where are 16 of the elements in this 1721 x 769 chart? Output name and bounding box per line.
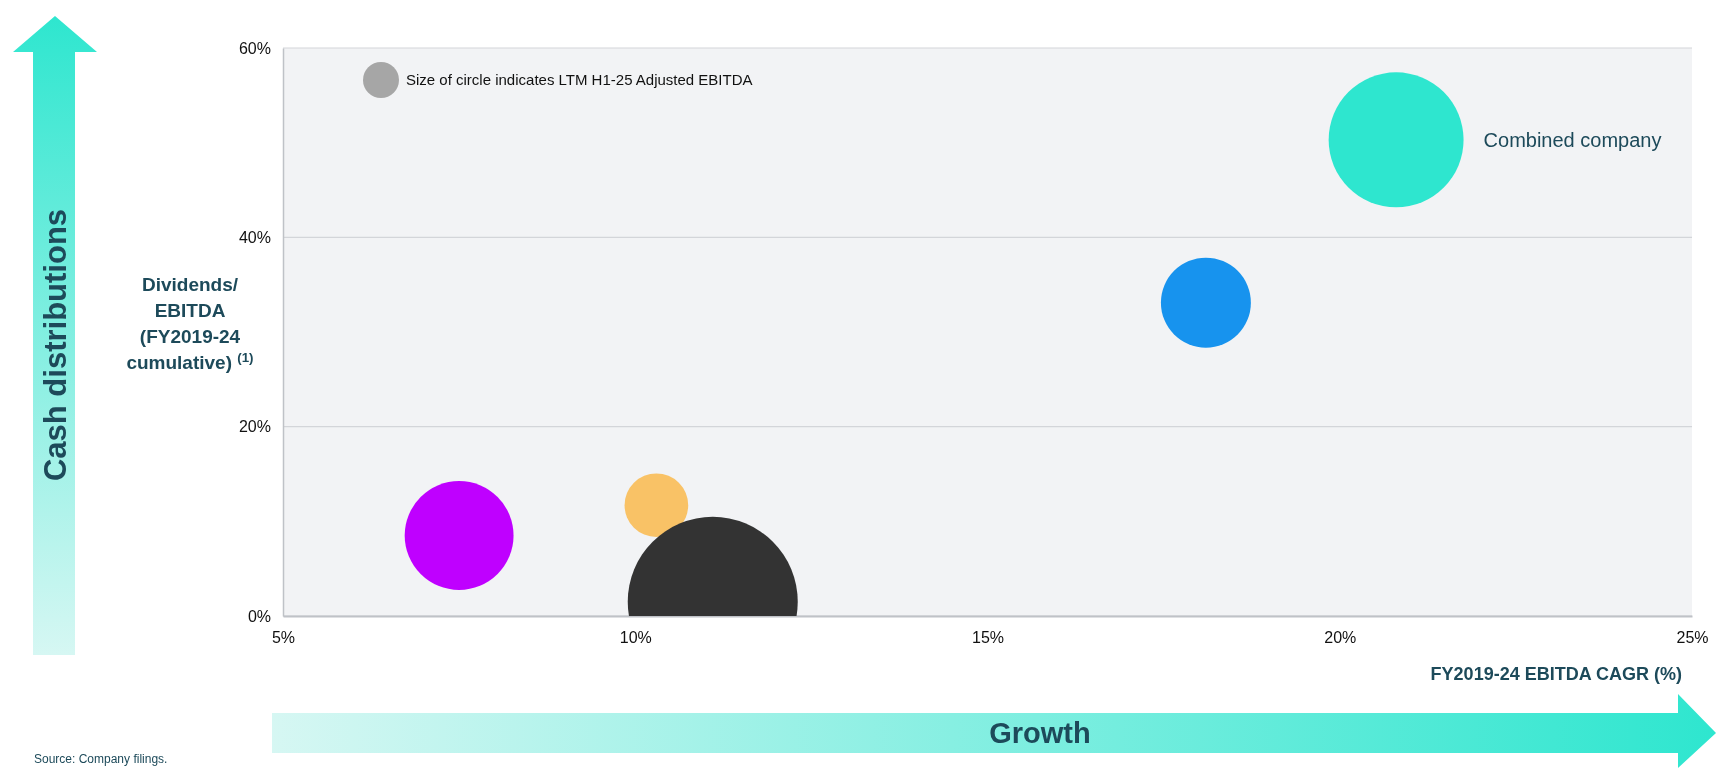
y-tick-label: 60% <box>238 39 271 57</box>
x-tick-label: 25% <box>1676 629 1709 647</box>
text: Cash distributions <box>37 208 73 482</box>
x-tick-label: 15% <box>971 629 1005 647</box>
x-tick-label: 20% <box>1324 629 1357 647</box>
y-tick-label: 0% <box>247 607 271 625</box>
x-tick-label: 10% <box>619 629 652 647</box>
text: Growth <box>989 717 1091 750</box>
y-tick-label: 20% <box>238 418 271 436</box>
y-tick-label: 40% <box>238 228 271 246</box>
annotation: Size of circle indicates LTM H1-25 Adjusted EBITDA <box>406 71 753 89</box>
x-tick-label: 5% <box>271 629 296 647</box>
series-label: Combined company <box>1483 128 1662 151</box>
source-note: Source: Company filings. <box>34 752 168 766</box>
y-axis-title: Dividends/ EBITDA (FY2019-24 cumulative) $^{(1)}$ <box>126 274 254 373</box>
x-axis-title: FY2019-24 EBITDA CAGR (%) <box>1430 664 1682 684</box>
